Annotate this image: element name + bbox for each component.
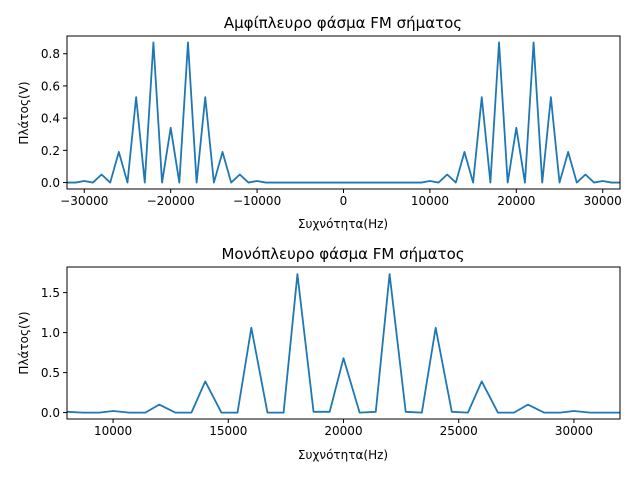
y-tick-label-top: 0.2 [41,144,60,158]
y-tick-label-top: 0.4 [41,112,60,126]
y-tick-label-bottom: 1.0 [41,326,60,340]
x-tick-label-bottom: 15000 [209,424,247,438]
x-tick-label-top: 20000 [497,194,535,208]
y-axis-label-top: Πλάτος(V) [17,81,31,144]
subplot-two-sided-spectrum: Αμφίπλευρο φάσμα FM σήματος Συχνότητα(Hz… [17,14,622,231]
x-axis-label-top: Συχνότητα(Hz) [298,217,388,231]
series-line-bottom [66,273,620,414]
x-tick-label-top: −10000 [233,194,281,208]
x-tick-label-top: −30000 [60,194,108,208]
x-tick-label-top: 10000 [411,194,449,208]
x-axis-label-bottom: Συχνότητα(Hz) [298,448,388,462]
x-tick-label-top: −20000 [147,194,195,208]
y-tick-label-bottom: 0.0 [41,406,60,420]
y-tick-label-top: 0.0 [41,176,60,190]
chart-title-bottom: Μονόπλευρο φάσμα FM σήματος [221,245,464,263]
y-tick-label-bottom: 0.5 [41,366,60,380]
y-tick-label-top: 0.8 [41,47,60,61]
y-tick-label-top: 0.6 [41,79,60,93]
series-line-top [67,41,620,184]
x-tick-label-bottom: 30000 [555,424,593,438]
x-tick-label-top: 0 [340,194,348,208]
x-tick-label-bottom: 20000 [324,424,362,438]
y-axis-label-bottom: Πλάτος(V) [17,311,31,374]
subplot-one-sided-spectrum: Μονόπλευρο φάσμα FM σήματος Συχνότητα(Hz… [17,245,621,462]
chart-title-top: Αμφίπλευρο φάσμα FM σήματος [224,14,462,32]
y-tick-label-bottom: 1.5 [41,286,60,300]
axes-frame-bottom [66,266,621,420]
x-tick-label-top: 30000 [584,194,622,208]
x-tick-label-bottom: 25000 [440,424,478,438]
x-tick-label-bottom: 10000 [94,424,132,438]
